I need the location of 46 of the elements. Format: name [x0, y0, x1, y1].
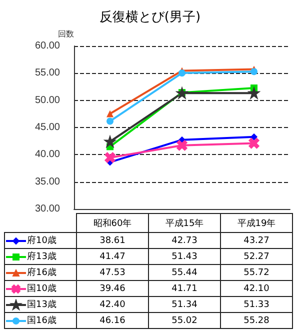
- data-label: 51.43: [148, 248, 220, 264]
- x-tick-label: 平成19年: [220, 214, 292, 232]
- data-label: 38.61: [76, 232, 148, 248]
- point: [106, 118, 114, 125]
- data-label: 42.10: [220, 280, 292, 296]
- point: [178, 70, 186, 77]
- point: [250, 133, 258, 140]
- legend-label: 国10歳: [27, 284, 56, 294]
- data-label: 42.73: [148, 232, 220, 248]
- data-label: 42.40: [76, 296, 148, 312]
- point: [104, 152, 116, 163]
- point: [250, 68, 258, 76]
- data-label: 51.34: [148, 296, 220, 312]
- y-tick-label: 35.00: [34, 176, 60, 188]
- legend-label: 府10歳: [27, 236, 56, 246]
- data-label: 47.53: [76, 264, 148, 280]
- point: [106, 110, 114, 118]
- y-tick-label: 40.00: [34, 149, 60, 160]
- data-label: 55.02: [148, 312, 220, 328]
- data-label: 52.27: [220, 248, 292, 264]
- x-tick-label: 平成15年: [148, 214, 220, 232]
- y-tick-label: 60.00: [34, 40, 60, 52]
- data-label: 51.33: [220, 296, 292, 312]
- y-tick-label: 45.00: [34, 122, 60, 133]
- data-label: 43.27: [220, 232, 292, 248]
- legend-label: 国16歳: [27, 316, 56, 326]
- y-tick-label: 50.00: [34, 94, 60, 106]
- y-tick-label: 30.00: [34, 204, 60, 214]
- data-label: 55.72: [220, 264, 292, 280]
- data-label: 55.28: [220, 312, 292, 328]
- data-label: 39.46: [76, 280, 148, 296]
- legend-label: 府16歳: [27, 268, 56, 278]
- point: [248, 88, 260, 98]
- data-label: 46.16: [76, 312, 148, 328]
- y-tick-label: 55.00: [34, 68, 60, 79]
- chart-title: 反復横とび(男子): [99, 10, 201, 25]
- legend-label: 府13歳: [27, 252, 56, 262]
- y-axis-title: 回数: [58, 30, 74, 38]
- x-tick-label: 昭和60年: [76, 214, 148, 232]
- data-label: 55.44: [148, 264, 220, 280]
- data-label: 41.71: [148, 280, 220, 296]
- point: [104, 136, 116, 147]
- data-label: 41.47: [76, 248, 148, 264]
- legend-label: 国13歳: [27, 300, 56, 310]
- point: [248, 138, 260, 149]
- point: [176, 140, 188, 151]
